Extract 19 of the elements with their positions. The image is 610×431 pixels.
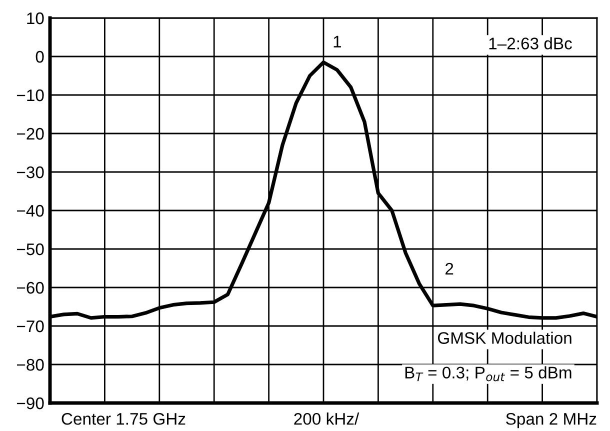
text: Span 2 MHz bbox=[506, 412, 596, 428]
annotation: 2 bbox=[446, 262, 454, 274]
annotation: 1 bbox=[334, 36, 341, 48]
y-tick-label: −30 bbox=[16, 166, 44, 178]
y-tick-label: 10 bbox=[27, 12, 44, 24]
annotation: GMSK Modulation bbox=[438, 332, 572, 344]
y-tick-label: −20 bbox=[16, 128, 44, 140]
y-tick-label: −40 bbox=[16, 204, 44, 217]
text: Center 1.75 GHz bbox=[62, 412, 186, 425]
y-tick-label: −80 bbox=[16, 358, 44, 371]
y-tick-label: 0 bbox=[36, 50, 44, 63]
annotation: B$_{T}$ = 0.3; P$_{out}$ = 5 dBm bbox=[405, 366, 572, 382]
y-tick-label: −90 bbox=[16, 397, 44, 410]
y-tick-label: −10 bbox=[16, 89, 44, 102]
y-tick-label: −70 bbox=[16, 320, 44, 332]
y-tick-label: −50 bbox=[16, 243, 44, 256]
y-tick-label: −60 bbox=[16, 282, 44, 294]
text: 200 kHz/ bbox=[294, 412, 360, 425]
annotation: 1–2:63 dBc bbox=[489, 37, 572, 50]
